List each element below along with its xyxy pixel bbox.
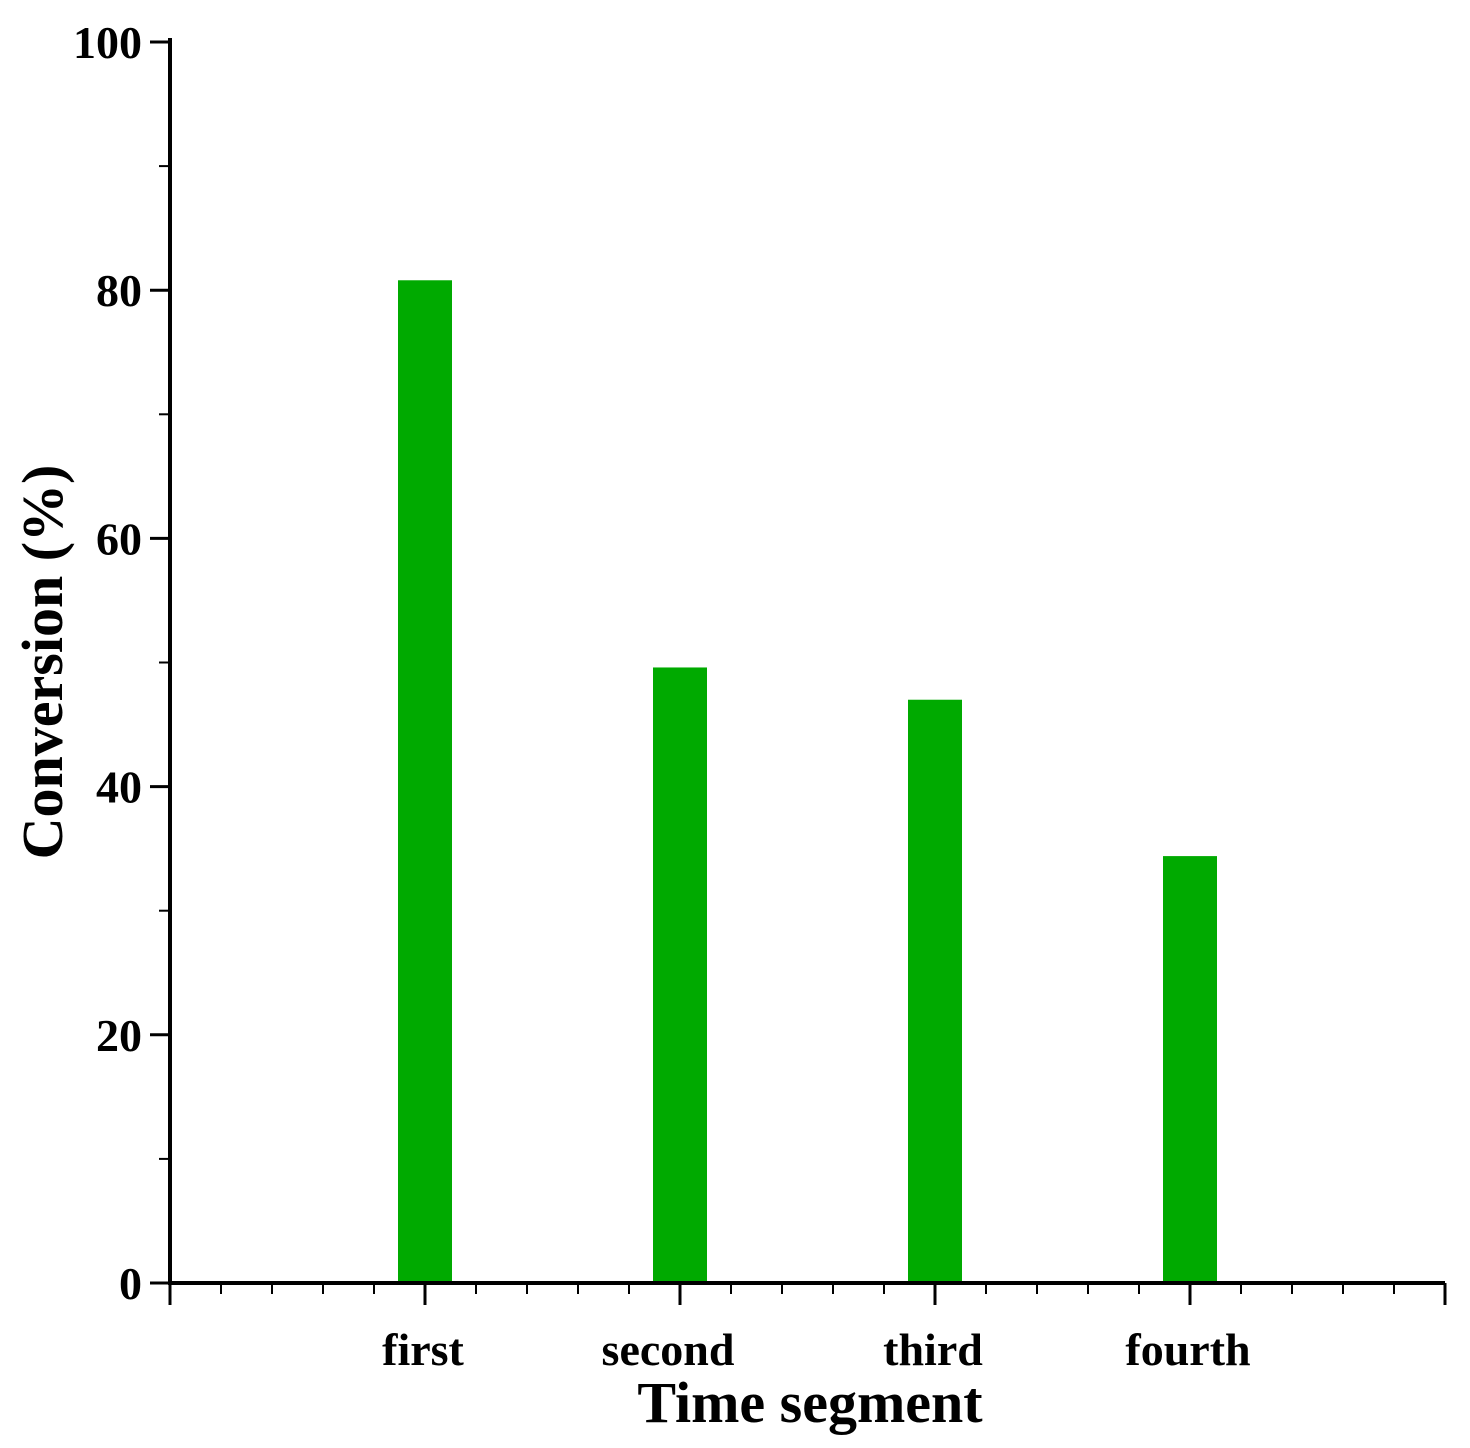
y-tick-label: 40: [96, 762, 142, 813]
y-tick-label: 60: [96, 513, 142, 564]
bar-fourth: [1163, 856, 1217, 1283]
y-tick-label: 0: [119, 1258, 142, 1309]
y-tick-label: 100: [73, 17, 142, 68]
bar-first: [398, 280, 452, 1284]
bars-group: [398, 280, 1217, 1284]
y-axis-ticks: 0 20 40 60 80 100: [73, 17, 170, 1309]
y-tick-label: 20: [96, 1010, 142, 1061]
x-axis-title: Time segment: [637, 1370, 983, 1435]
x-tick-label-second: second: [602, 1324, 735, 1375]
y-tick-label: 80: [96, 265, 142, 316]
x-tick-label-third: third: [883, 1324, 983, 1375]
x-tick-label-fourth: fourth: [1125, 1324, 1250, 1375]
x-tick-label-first: first: [382, 1324, 464, 1375]
bar-third: [908, 699, 962, 1283]
y-axis-title: Conversion (%): [10, 465, 75, 860]
bar-second: [653, 667, 707, 1283]
x-axis-ticks: first second third fourth: [168, 1283, 1447, 1375]
